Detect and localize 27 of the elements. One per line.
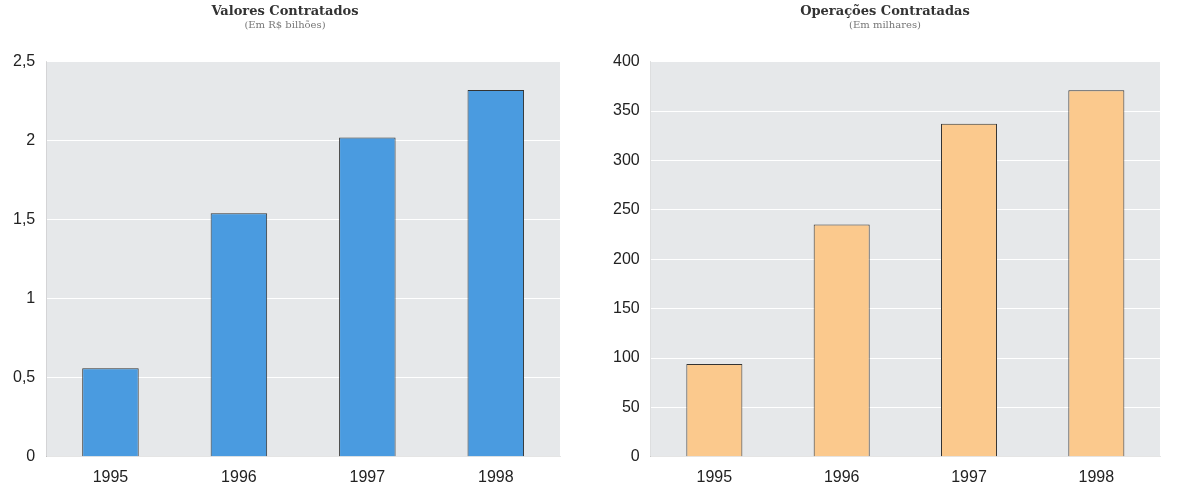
y-tick-label: 1 — [26, 289, 36, 307]
y-tick-label: 1,5 — [12, 210, 36, 228]
y-tick-label: 100 — [612, 348, 640, 366]
y-tick-label: 0 — [630, 447, 640, 465]
y-tick-label: 200 — [612, 249, 640, 267]
y-tick-label: 400 — [612, 52, 640, 70]
x-tick-label: 1998 — [477, 467, 514, 485]
chart-subtitle: (Em R$ bilhões) — [244, 19, 326, 31]
y-tick-label: 2 — [26, 131, 36, 149]
x-tick-label: 1996 — [221, 467, 257, 485]
y-tick-label: 0,5 — [12, 368, 36, 386]
x-tick-label: 1997 — [951, 467, 987, 485]
x-tick-label: 1996 — [823, 467, 860, 485]
x-tick-label: 1995 — [696, 467, 733, 485]
y-tick-label: 2,5 — [12, 52, 36, 70]
x-tick-label: 1997 — [349, 467, 386, 485]
chart-title: Operações Contratadas — [800, 3, 970, 19]
chart-subtitle: (Em milhares) — [849, 19, 922, 31]
chart-title: Valores Contratados — [210, 3, 359, 19]
y-tick-label: 350 — [612, 101, 640, 119]
y-tick-label: 0 — [26, 447, 36, 465]
y-tick-label: 150 — [612, 299, 640, 317]
x-tick-label: 1995 — [92, 467, 129, 485]
y-tick-label: 300 — [612, 150, 640, 168]
x-tick-label: 1998 — [1078, 467, 1115, 485]
y-tick-label: 250 — [612, 200, 640, 218]
y-tick-label: 50 — [621, 397, 640, 415]
